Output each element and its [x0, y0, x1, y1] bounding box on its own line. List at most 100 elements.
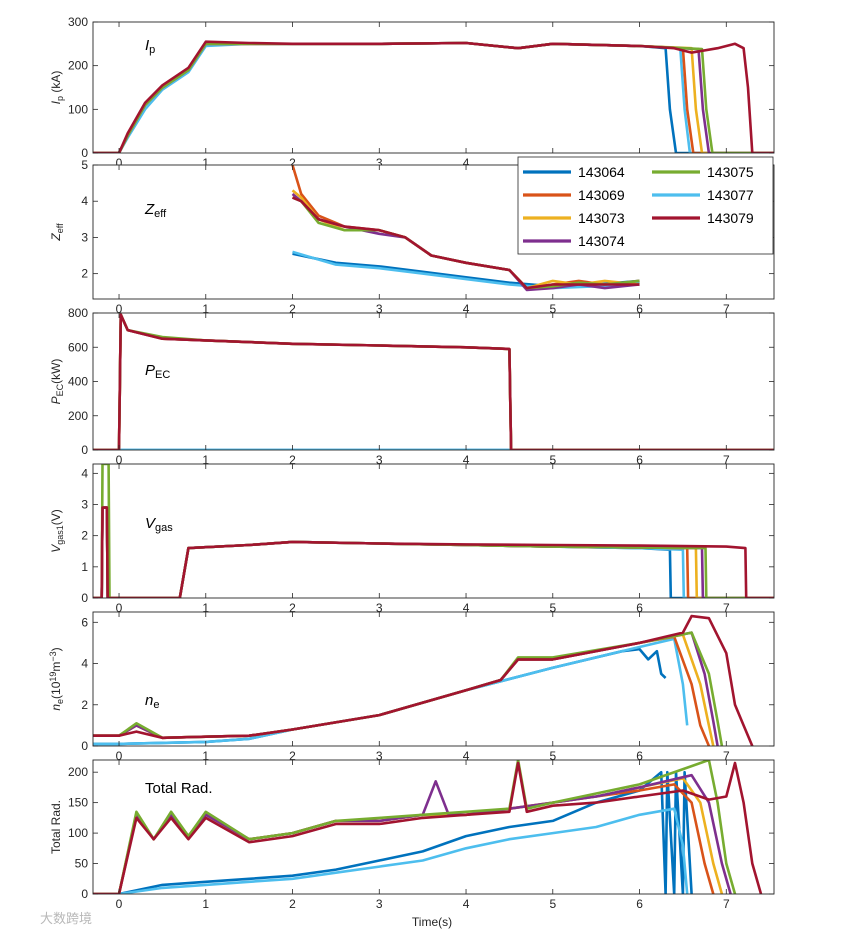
x-tick-label: 7	[723, 749, 730, 763]
panel-annotation: ne	[145, 692, 159, 711]
x-tick-label: 3	[376, 453, 383, 467]
y-tick-label: 0	[81, 443, 88, 457]
x-tick-label: 4	[463, 302, 470, 316]
y-axis-label: Zeff	[49, 223, 65, 242]
y-tick-label: 150	[68, 796, 88, 810]
panel-annotation: Zeff	[144, 201, 167, 220]
plot-area	[93, 612, 774, 746]
x-tick-label: 7	[723, 302, 730, 316]
x-tick-label: 7	[723, 453, 730, 467]
x-tick-label: 1	[202, 156, 209, 170]
y-tick-label: 4	[81, 466, 88, 480]
y-tick-label: 100	[68, 826, 88, 840]
x-tick-label: 2	[289, 302, 296, 316]
x-tick-label: 6	[636, 749, 643, 763]
axes-frame	[92, 164, 775, 300]
y-tick-label: 50	[75, 857, 89, 871]
x-tick-label: 3	[376, 302, 383, 316]
y-axis-label: PEC(kW)	[49, 359, 65, 405]
x-tick-label: 0	[116, 601, 123, 615]
y-tick-label: 0	[81, 739, 88, 753]
series-line-143075	[93, 760, 737, 894]
y-tick-label: 2	[81, 529, 88, 543]
x-tick-label: 6	[636, 897, 643, 911]
x-tick-label: 1	[202, 601, 209, 615]
x-tick-label: 7	[723, 897, 730, 911]
panel-rad: 0 50 100 150 200 0 1 2 3 4 5 6 7 Total Rad. Total Rad.	[49, 759, 775, 911]
y-tick-label: 100	[68, 102, 88, 116]
y-tick-label: 200	[68, 765, 88, 779]
x-tick-label: 5	[549, 897, 556, 911]
x-tick-label: 1	[202, 302, 209, 316]
panel-ne: 0 2 4 6 0 1 2 3 4 5 6 7 ne(1019m−3) ne	[48, 611, 775, 763]
y-tick-label: 5	[81, 158, 88, 172]
x-tick-label: 2	[289, 749, 296, 763]
panel-annotation: Ip	[145, 37, 155, 56]
series-group	[291, 165, 640, 292]
plot-area	[93, 313, 774, 450]
y-axis-label: ne(1019m−3)	[48, 647, 64, 710]
legend: 143064 143069 143073 143074 143075 143077 1430…	[517, 156, 774, 255]
y-axis-label: Total Rad.	[49, 800, 63, 854]
y-tick-label: 800	[68, 306, 88, 320]
y-axis-label: Vgas1(V)	[49, 509, 65, 553]
y-tick-label: 6	[81, 615, 88, 629]
y-tick-label: 3	[81, 498, 88, 512]
x-tick-label: 1	[202, 749, 209, 763]
panel-pec: 0 200 400 600 800 0 1 2 3 4 5 6 7 PEC(kW) PEC	[49, 306, 775, 467]
watermark-text: 大数跨境	[40, 912, 92, 927]
x-tick-label: 0	[116, 156, 123, 170]
y-tick-label: 0	[81, 146, 88, 160]
y-tick-label: 2	[81, 698, 88, 712]
x-tick-label: 6	[636, 601, 643, 615]
x-tick-label: 2	[289, 156, 296, 170]
y-tick-label: 4	[81, 657, 88, 671]
series-group	[93, 40, 774, 153]
legend-label-143077: 143077	[707, 187, 754, 203]
series-line-143064	[93, 770, 693, 894]
panel-annotation: PEC	[145, 362, 170, 381]
y-tick-label: 2	[81, 267, 88, 281]
y-tick-label: 1	[81, 560, 88, 574]
x-tick-label: 0	[116, 453, 123, 467]
series-line-143079	[93, 313, 774, 450]
x-tick-label: 0	[116, 302, 123, 316]
series-line-143079	[93, 506, 774, 598]
x-tick-label: 0	[116, 897, 123, 911]
panel-annotation: Total Rad.	[145, 780, 213, 797]
x-tick-label: 3	[376, 897, 383, 911]
series-line-143079	[93, 614, 754, 746]
x-tick-label: 4	[463, 601, 470, 615]
series-group	[93, 464, 774, 598]
series-line-143079	[292, 196, 640, 290]
y-tick-label: 300	[68, 15, 88, 29]
x-tick-label: 1	[202, 453, 209, 467]
axes-frame	[92, 611, 775, 747]
series-line-143079	[93, 761, 763, 894]
plot-area	[93, 22, 774, 153]
x-tick-label: 4	[463, 156, 470, 170]
y-tick-label: 0	[81, 591, 88, 605]
panel-annotation: Vgas	[145, 515, 173, 534]
y-tick-label: 4	[81, 194, 88, 208]
x-tick-label: 4	[463, 453, 470, 467]
plot-area	[93, 464, 774, 598]
x-tick-label: 7	[723, 601, 730, 615]
legend-label-143074: 143074	[578, 233, 625, 249]
series-line-143079	[93, 40, 774, 153]
axes-frame	[92, 21, 775, 154]
x-tick-label: 6	[636, 453, 643, 467]
x-tick-label: 5	[549, 601, 556, 615]
legend-label-143069: 143069	[578, 187, 625, 203]
y-tick-label: 200	[68, 409, 88, 423]
x-tick-label: 2	[289, 601, 296, 615]
x-tick-label: 6	[636, 302, 643, 316]
x-tick-label: 4	[463, 749, 470, 763]
series-group	[93, 614, 754, 746]
y-tick-label: 400	[68, 375, 88, 389]
legend-label-143075: 143075	[707, 164, 754, 180]
x-tick-label: 5	[549, 302, 556, 316]
y-tick-label: 200	[68, 59, 88, 73]
series-line-143077	[292, 250, 640, 290]
